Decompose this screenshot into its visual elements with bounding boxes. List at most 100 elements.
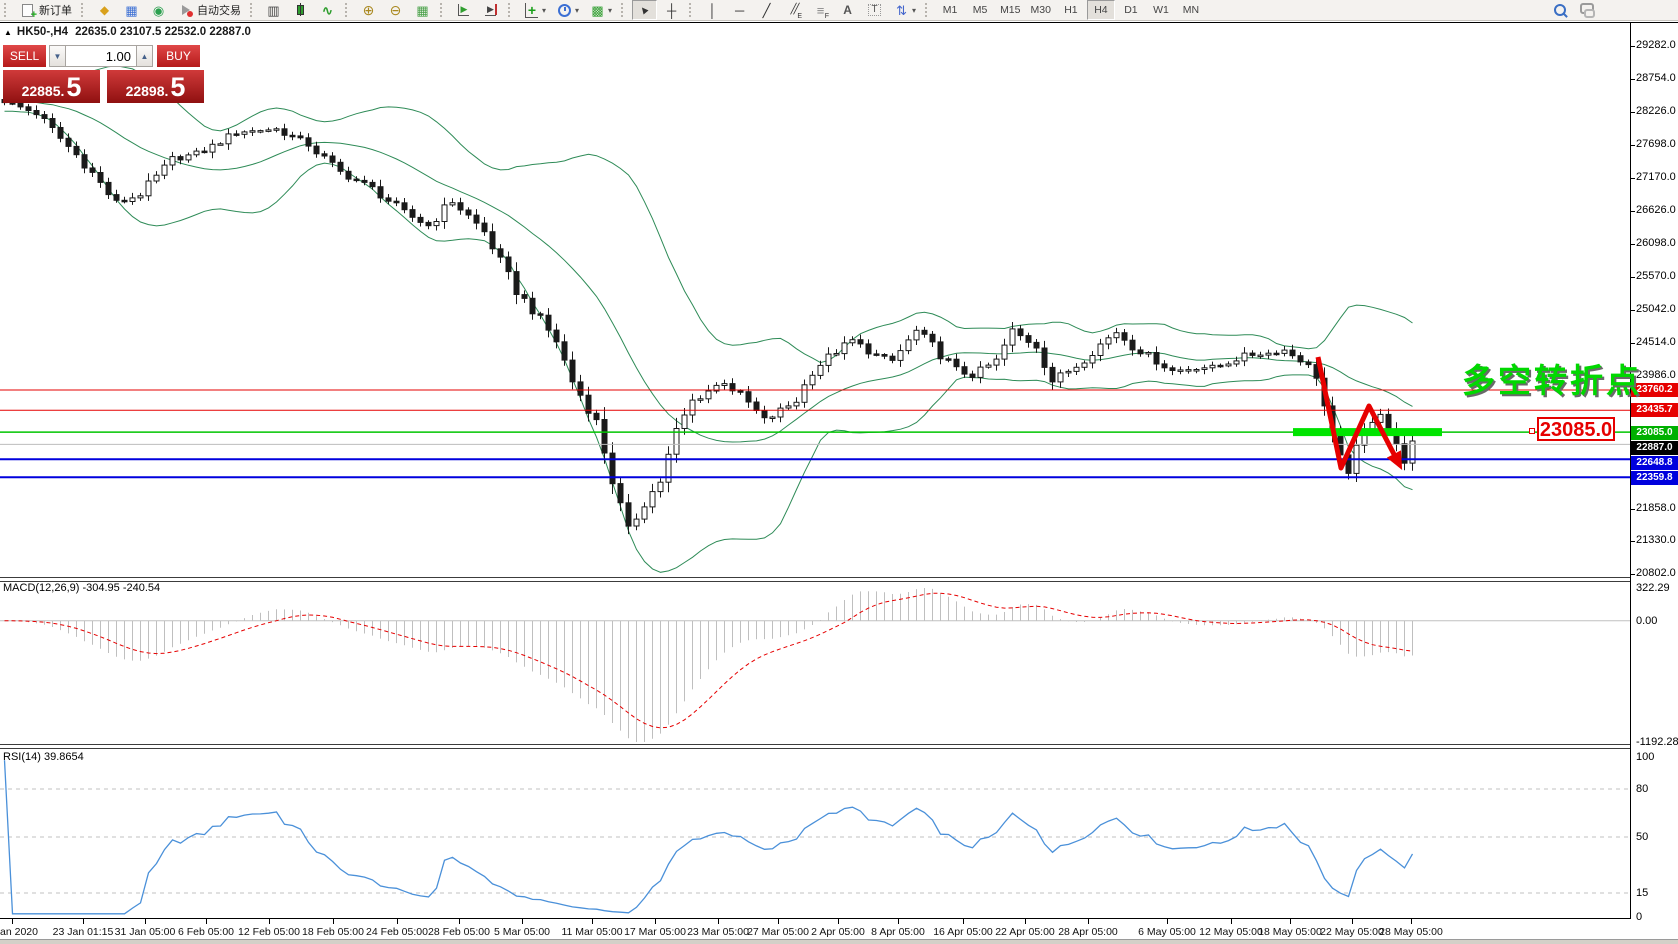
time-axis-tick (592, 919, 593, 924)
time-axis-tick (1088, 919, 1089, 924)
toolbar-indicators-button[interactable]: ▾ (519, 0, 550, 20)
price-axis-tick (1630, 112, 1635, 113)
toolbar-grip[interactable] (4, 3, 9, 17)
time-axis-tick (1025, 919, 1026, 924)
toolbar-tf-m1-button[interactable]: M1 (936, 0, 964, 20)
time-axis-tick (718, 919, 719, 924)
time-axis-tick (12, 919, 13, 924)
buy-button[interactable]: BUY (157, 45, 200, 67)
toolbar-zoom-in-button[interactable] (356, 0, 381, 20)
price-chart-pane[interactable] (0, 24, 1630, 577)
price-axis-tick (1630, 509, 1635, 510)
volume-increase-button[interactable]: ▲ (136, 45, 153, 67)
toolbar-arrows-button[interactable]: ▾ (889, 0, 920, 20)
linechart-icon (319, 2, 336, 18)
caret-down-icon: ▾ (542, 5, 547, 15)
trendline-icon (758, 2, 775, 18)
toolbar-horizontal-line-button[interactable] (727, 0, 752, 20)
price-axis-label: 24514.0 (1636, 336, 1676, 348)
time-axis-tick (522, 919, 523, 924)
toolbar-new-order-button[interactable]: 新订单 (15, 0, 76, 21)
toolbar-tf-m30-button[interactable]: M30 (1027, 0, 1055, 20)
chart-window-border (0, 22, 1678, 23)
rsi-axis-label: 100 (1636, 751, 1655, 763)
toolbar-search-button[interactable] (1547, 0, 1572, 20)
time-axis-tick (898, 919, 899, 924)
toolbar-tile-windows-button[interactable] (410, 0, 435, 20)
toolbar-navigator-button[interactable] (146, 0, 171, 20)
time-axis-tick (963, 919, 964, 924)
toolbar-grip[interactable] (250, 3, 255, 17)
toolbar-candlestick-chart-button[interactable] (288, 0, 313, 20)
time-axis-tick (1290, 919, 1291, 924)
price-axis-tick (1630, 211, 1635, 212)
toolbar-text-label-button[interactable] (862, 0, 887, 20)
candles-icon (292, 2, 309, 18)
price-axis-tick (1630, 376, 1635, 377)
sell-button[interactable]: SELL (3, 45, 46, 67)
price-axis-label: 23986.0 (1636, 369, 1676, 381)
price-level-tag: 23760.2 (1631, 383, 1678, 397)
toolbar-templates-button[interactable]: ▾ (585, 0, 616, 20)
price-axis-label: 29282.0 (1636, 39, 1676, 51)
price-axis-tick (1630, 244, 1635, 245)
toolbar-zoom-out-button[interactable] (383, 0, 408, 20)
price-axis-label: 26098.0 (1636, 237, 1676, 249)
toolbar-crosshair-button[interactable] (659, 0, 684, 20)
rsi-pane[interactable] (0, 749, 1630, 918)
toolbar-grip[interactable] (508, 3, 513, 17)
sell-price-display[interactable]: 22885. 5 (3, 70, 100, 103)
toolbar-auto-scroll-button[interactable] (451, 0, 476, 20)
toolbar-tf-mn-button[interactable]: MN (1177, 0, 1205, 20)
toolbar-tf-d1-button[interactable]: D1 (1117, 0, 1145, 20)
toolbar-tf-m15-button[interactable]: M15 (996, 0, 1024, 20)
toolbar-tf-w1-label: W1 (1153, 4, 1169, 16)
toolbar-periods-button[interactable]: ▾ (552, 0, 583, 20)
text-a-icon (839, 2, 856, 18)
toolbar-equidistant-channel-button[interactable] (781, 0, 806, 20)
time-axis-label: 6 Feb 05:00 (177, 926, 235, 938)
toolbar-fibonacci-button[interactable] (808, 0, 833, 20)
price-callout-label[interactable]: 23085.0 (1537, 417, 1615, 441)
volume-input[interactable] (66, 45, 136, 67)
toolbar-market-watch-button[interactable] (119, 0, 144, 20)
toolbar-vertical-line-button[interactable] (700, 0, 725, 20)
toolbar-line-chart-button[interactable] (315, 0, 340, 20)
macd-indicator-label: MACD(12,26,9) -304.95 -240.54 (3, 582, 161, 594)
toolbar-chart-profile-button[interactable] (92, 0, 117, 20)
time-axis-label: 28 Apr 05:00 (1058, 926, 1118, 938)
toolbar-chat-button[interactable] (1574, 0, 1599, 20)
price-axis-label: 27698.0 (1636, 138, 1676, 150)
toolbar-new-order-label: 新订单 (39, 5, 72, 17)
toolbar-tf-h4-button[interactable]: H4 (1086, 0, 1115, 20)
toolbar-tf-m5-button[interactable]: M5 (966, 0, 994, 20)
buy-price-display[interactable]: 22898. 5 (107, 70, 204, 103)
toolbar-autotrading-button[interactable]: 自动交易 (173, 0, 245, 20)
turning-point-annotation[interactable]: 多空转折点 (1462, 362, 1642, 399)
fibo-icon (812, 2, 829, 20)
price-axis-tick (1630, 178, 1635, 179)
toolbar-grip[interactable] (925, 3, 930, 17)
toolbar-text-button[interactable] (835, 0, 860, 20)
toolbar-tf-w1-button[interactable]: W1 (1147, 0, 1175, 20)
toolbar-grip[interactable] (345, 3, 350, 17)
toolbar-trendline-button[interactable] (754, 0, 779, 20)
toolbar-bar-chart-button[interactable] (261, 0, 286, 20)
pane-bottom-border (0, 918, 1631, 919)
toolbar-grip[interactable] (81, 3, 86, 17)
toolbar-grip[interactable] (621, 3, 626, 17)
rsi-axis-label: 50 (1636, 831, 1649, 843)
time-axis-label: 8 Apr 05:00 (871, 926, 925, 938)
toolbar-chart-shift-button[interactable] (478, 0, 503, 20)
time-axis-label: 18 May 05:00 (1258, 926, 1322, 938)
pane-separator[interactable] (0, 577, 1630, 582)
toolbar-cursor-button[interactable] (632, 0, 658, 20)
toolbar-tf-h1-button[interactable]: H1 (1057, 0, 1085, 20)
macd-pane[interactable] (0, 582, 1630, 744)
pane-separator[interactable] (0, 744, 1630, 749)
price-level-tag: 22359.8 (1631, 471, 1678, 485)
toolbar-grip[interactable] (689, 3, 694, 17)
volume-decrease-button[interactable]: ▼ (49, 45, 66, 67)
toolbar-grip[interactable] (440, 3, 445, 17)
